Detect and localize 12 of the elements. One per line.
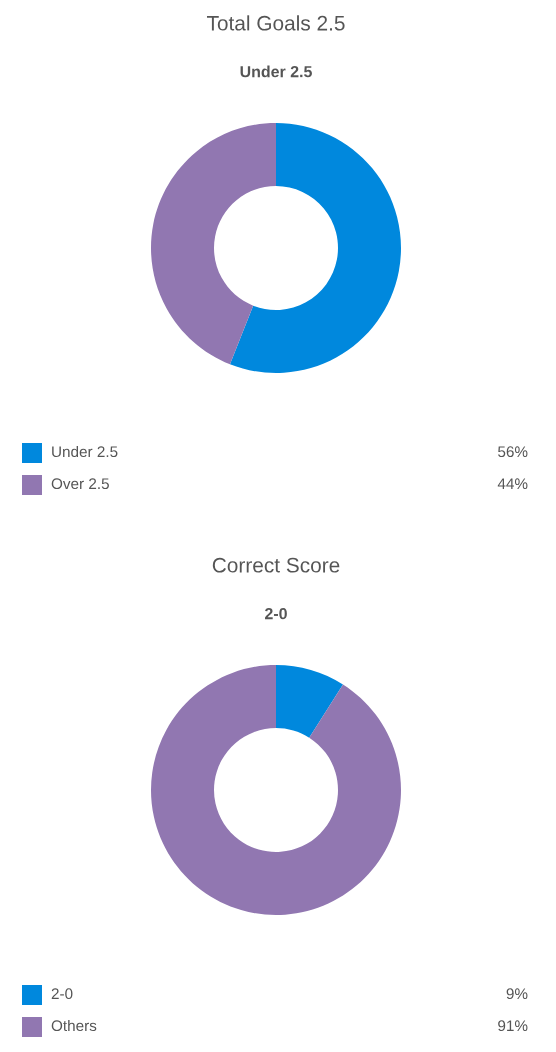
chart-subtitle: Under 2.5 — [240, 65, 312, 78]
legend-label: Others — [51, 1019, 97, 1032]
chart-title: Total Goals 2.5 — [206, 15, 345, 31]
legend-label: 2-0 — [51, 988, 73, 1000]
legend-label: Under 2.5 — [52, 445, 118, 458]
data-label: 91% — [498, 1020, 528, 1032]
legend-label: Over 2.5 — [51, 478, 109, 490]
data-label: 44% — [497, 478, 528, 490]
data-label: 9% — [506, 988, 528, 1000]
data-label: 56% — [498, 446, 528, 458]
chart-title: Correct Score — [212, 557, 340, 573]
chart-subtitle: 2-0 — [265, 607, 287, 620]
